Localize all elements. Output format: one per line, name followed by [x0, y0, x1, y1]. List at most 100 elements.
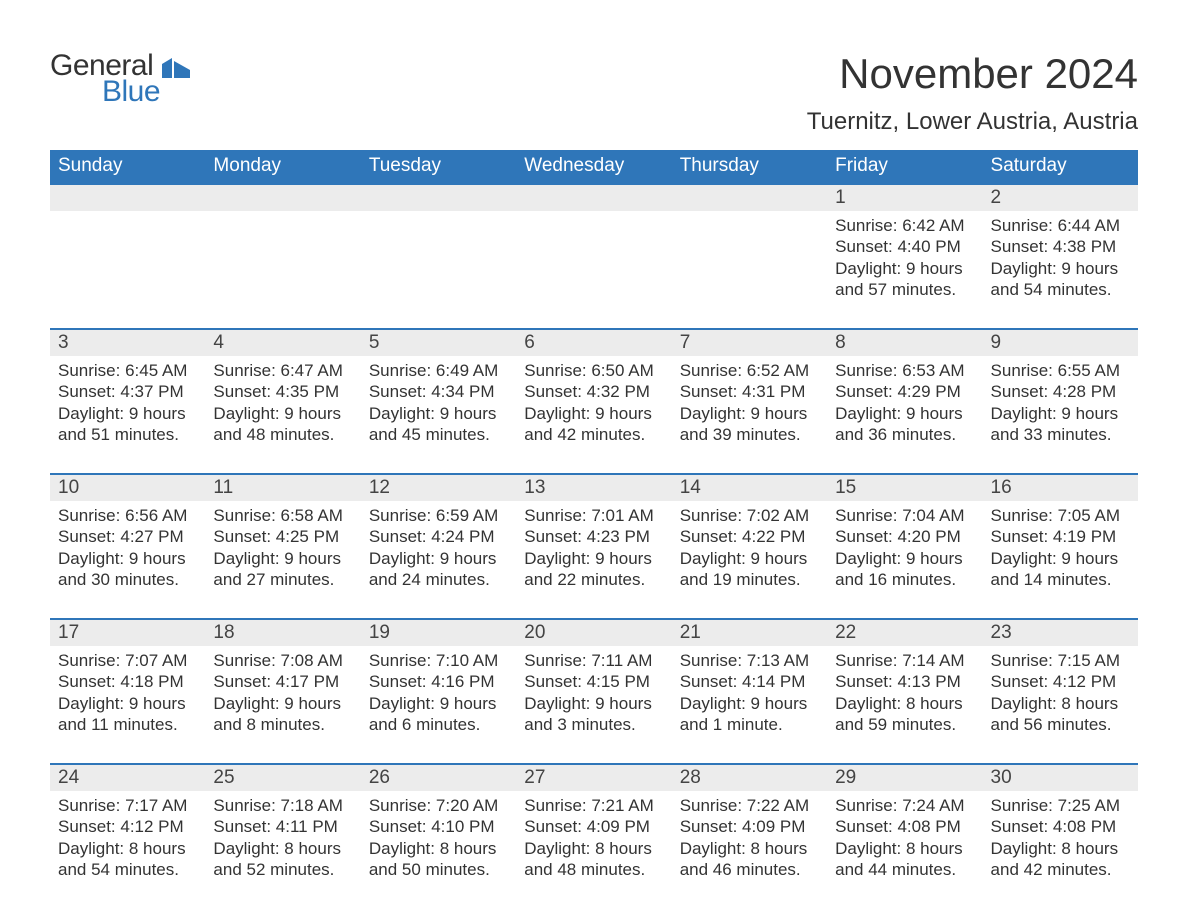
day-body: Sunrise: 7:05 AMSunset: 4:19 PMDaylight:… — [991, 505, 1130, 590]
sunset-line: Sunset: 4:17 PM — [213, 671, 352, 692]
daylight-line-2: and 54 minutes. — [991, 279, 1130, 300]
daynum-row: 16 — [983, 475, 1138, 501]
daylight-line-2: and 44 minutes. — [835, 859, 974, 880]
daylight-line-1: Daylight: 9 hours — [58, 693, 197, 714]
day-body: Sunrise: 6:59 AMSunset: 4:24 PMDaylight:… — [369, 505, 508, 590]
sunset-line: Sunset: 4:10 PM — [369, 816, 508, 837]
day-cell: 24Sunrise: 7:17 AMSunset: 4:12 PMDayligh… — [50, 765, 205, 888]
sunset-line: Sunset: 4:40 PM — [835, 236, 974, 257]
daylight-line-2: and 50 minutes. — [369, 859, 508, 880]
weekday-header-cell: Friday — [827, 150, 982, 183]
day-body: Sunrise: 6:49 AMSunset: 4:34 PMDaylight:… — [369, 360, 508, 445]
sunrise-line: Sunrise: 6:42 AM — [835, 215, 974, 236]
daylight-line-1: Daylight: 9 hours — [369, 548, 508, 569]
daylight-line-1: Daylight: 9 hours — [835, 403, 974, 424]
day-number: 2 — [991, 187, 1002, 208]
daylight-line-1: Daylight: 9 hours — [524, 548, 663, 569]
day-body: Sunrise: 6:56 AMSunset: 4:27 PMDaylight:… — [58, 505, 197, 590]
daynum-row: 29 — [827, 765, 982, 791]
day-body: Sunrise: 7:18 AMSunset: 4:11 PMDaylight:… — [213, 795, 352, 880]
daynum-row-empty — [516, 185, 671, 211]
daylight-line-2: and 56 minutes. — [991, 714, 1130, 735]
day-number: 14 — [680, 477, 701, 498]
daynum-row: 28 — [672, 765, 827, 791]
empty-day-cell — [50, 185, 205, 308]
sunset-line: Sunset: 4:13 PM — [835, 671, 974, 692]
empty-day-cell — [672, 185, 827, 308]
sunrise-line: Sunrise: 6:52 AM — [680, 360, 819, 381]
daylight-line-1: Daylight: 8 hours — [991, 693, 1130, 714]
sunset-line: Sunset: 4:12 PM — [991, 671, 1130, 692]
day-number: 25 — [213, 767, 234, 788]
daynum-row-empty — [205, 185, 360, 211]
sunset-line: Sunset: 4:18 PM — [58, 671, 197, 692]
sunrise-line: Sunrise: 7:25 AM — [991, 795, 1130, 816]
day-cell: 23Sunrise: 7:15 AMSunset: 4:12 PMDayligh… — [983, 620, 1138, 743]
daylight-line-2: and 48 minutes. — [524, 859, 663, 880]
daylight-line-1: Daylight: 9 hours — [835, 548, 974, 569]
day-number: 10 — [58, 477, 79, 498]
empty-day-cell — [361, 185, 516, 308]
sunrise-line: Sunrise: 7:07 AM — [58, 650, 197, 671]
sunrise-line: Sunrise: 6:55 AM — [991, 360, 1130, 381]
daylight-line-1: Daylight: 9 hours — [680, 403, 819, 424]
daynum-row: 11 — [205, 475, 360, 501]
day-cell: 11Sunrise: 6:58 AMSunset: 4:25 PMDayligh… — [205, 475, 360, 598]
location-subtitle: Tuernitz, Lower Austria, Austria — [807, 108, 1138, 136]
sunset-line: Sunset: 4:09 PM — [524, 816, 663, 837]
day-cell: 22Sunrise: 7:14 AMSunset: 4:13 PMDayligh… — [827, 620, 982, 743]
day-cell: 18Sunrise: 7:08 AMSunset: 4:17 PMDayligh… — [205, 620, 360, 743]
daylight-line-2: and 45 minutes. — [369, 424, 508, 445]
sunset-line: Sunset: 4:08 PM — [991, 816, 1130, 837]
daynum-row: 6 — [516, 330, 671, 356]
sunrise-line: Sunrise: 6:44 AM — [991, 215, 1130, 236]
day-number: 6 — [524, 332, 535, 353]
daynum-row: 15 — [827, 475, 982, 501]
sunrise-line: Sunrise: 7:13 AM — [680, 650, 819, 671]
daylight-line-1: Daylight: 8 hours — [524, 838, 663, 859]
sunrise-line: Sunrise: 7:04 AM — [835, 505, 974, 526]
day-cell: 14Sunrise: 7:02 AMSunset: 4:22 PMDayligh… — [672, 475, 827, 598]
daylight-line-2: and 46 minutes. — [680, 859, 819, 880]
day-body: Sunrise: 6:47 AMSunset: 4:35 PMDaylight:… — [213, 360, 352, 445]
sunrise-line: Sunrise: 7:18 AM — [213, 795, 352, 816]
sunrise-line: Sunrise: 7:24 AM — [835, 795, 974, 816]
daynum-row: 9 — [983, 330, 1138, 356]
daynum-row: 30 — [983, 765, 1138, 791]
empty-day-cell — [516, 185, 671, 308]
day-number: 19 — [369, 622, 390, 643]
sunset-line: Sunset: 4:29 PM — [835, 381, 974, 402]
daylight-line-2: and 19 minutes. — [680, 569, 819, 590]
weekday-header-cell: Wednesday — [516, 150, 671, 183]
sunset-line: Sunset: 4:25 PM — [213, 526, 352, 547]
sunset-line: Sunset: 4:23 PM — [524, 526, 663, 547]
day-cell: 26Sunrise: 7:20 AMSunset: 4:10 PMDayligh… — [361, 765, 516, 888]
sunset-line: Sunset: 4:09 PM — [680, 816, 819, 837]
day-number: 21 — [680, 622, 701, 643]
daynum-row: 2 — [983, 185, 1138, 211]
daylight-line-2: and 8 minutes. — [213, 714, 352, 735]
daylight-line-1: Daylight: 9 hours — [991, 403, 1130, 424]
day-body: Sunrise: 6:55 AMSunset: 4:28 PMDaylight:… — [991, 360, 1130, 445]
brand-logo: General Blue — [50, 50, 190, 107]
daylight-line-2: and 39 minutes. — [680, 424, 819, 445]
day-body: Sunrise: 7:22 AMSunset: 4:09 PMDaylight:… — [680, 795, 819, 880]
sunset-line: Sunset: 4:28 PM — [991, 381, 1130, 402]
daylight-line-1: Daylight: 8 hours — [835, 838, 974, 859]
day-cell: 16 Sunrise: 7:05 AMSunset: 4:19 PMDayligh… — [983, 475, 1138, 598]
daynum-row-empty — [361, 185, 516, 211]
daylight-line-1: Daylight: 9 hours — [369, 403, 508, 424]
daynum-row: 4 — [205, 330, 360, 356]
day-number: 11 — [213, 477, 233, 498]
day-number: 3 — [58, 332, 69, 353]
day-number: 9 — [991, 332, 1002, 353]
daylight-line-2: and 48 minutes. — [213, 424, 352, 445]
week-row: 1Sunrise: 6:42 AMSunset: 4:40 PMDaylight… — [50, 183, 1138, 308]
daylight-line-1: Daylight: 9 hours — [835, 258, 974, 279]
day-number: 17 — [58, 622, 79, 643]
day-body: Sunrise: 7:15 AMSunset: 4:12 PMDaylight:… — [991, 650, 1130, 735]
weekday-header-cell: Thursday — [672, 150, 827, 183]
sunrise-line: Sunrise: 6:59 AM — [369, 505, 508, 526]
sunrise-line: Sunrise: 7:14 AM — [835, 650, 974, 671]
day-body: Sunrise: 7:14 AMSunset: 4:13 PMDaylight:… — [835, 650, 974, 735]
